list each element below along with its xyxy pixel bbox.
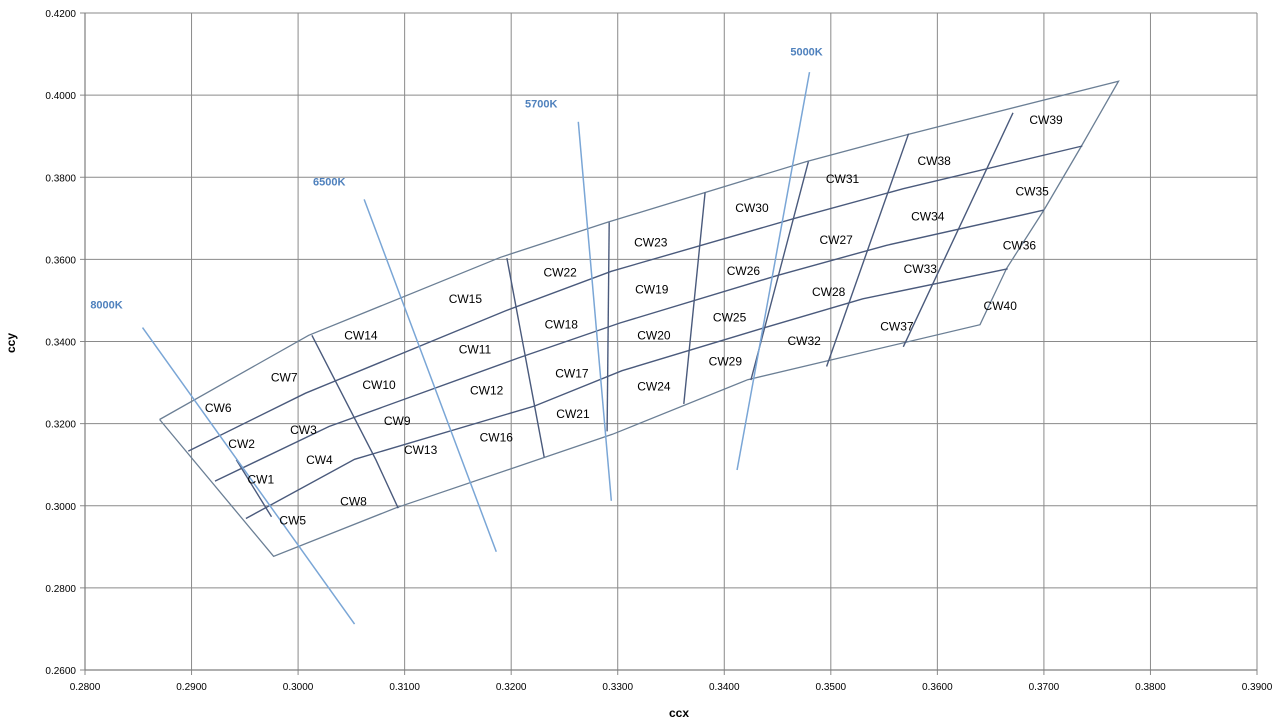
y-axis-ticks: 0.2600 0.2800 0.3000 0.3200 0.3400 0.3600 0.38… bbox=[45, 9, 76, 677]
bin-division-line bbox=[311, 334, 399, 509]
cct-label: 5700K bbox=[525, 98, 557, 110]
bin-division-line bbox=[902, 112, 1014, 348]
x-tick-label: 0.3500 bbox=[816, 682, 847, 693]
bin-label: CW10 bbox=[362, 378, 396, 392]
bin-label: CW9 bbox=[384, 414, 411, 428]
y-tick-label: 0.2800 bbox=[45, 584, 76, 595]
x-tick-label: 0.2900 bbox=[176, 682, 207, 693]
bin-label: CW38 bbox=[917, 154, 951, 168]
bin-label: CW29 bbox=[709, 355, 743, 369]
bin-outline bbox=[159, 80, 1120, 558]
cct-line bbox=[141, 327, 356, 625]
bin-label: CW13 bbox=[404, 443, 438, 457]
bin-label: CW5 bbox=[279, 514, 306, 528]
y-tick-label: 0.4200 bbox=[45, 9, 76, 20]
bin-label: CW24 bbox=[637, 379, 671, 393]
bin-label: CW17 bbox=[555, 367, 589, 381]
bin-inner-lines-layer bbox=[187, 112, 1083, 520]
y-tick-label: 0.4000 bbox=[45, 91, 76, 102]
cct-lines-layer: 8000K 6500K 5700K 5000K bbox=[90, 47, 823, 625]
x-tick-label: 0.3400 bbox=[709, 682, 740, 693]
bin-label: CW40 bbox=[984, 299, 1018, 313]
bin-label: CW19 bbox=[635, 282, 669, 296]
bin-label: CW1 bbox=[247, 472, 274, 486]
x-tick-label: 0.2800 bbox=[70, 682, 101, 693]
bin-division-line bbox=[506, 257, 545, 458]
x-tick-label: 0.3600 bbox=[922, 682, 953, 693]
bin-label: CW37 bbox=[880, 320, 914, 334]
cct-label: 5000K bbox=[790, 47, 822, 59]
bin-label: CW35 bbox=[1016, 185, 1050, 199]
bin-division-line bbox=[214, 209, 1045, 482]
bin-label: CW21 bbox=[556, 407, 590, 421]
gridlines bbox=[80, 12, 1258, 675]
x-axis-ticks: 0.2800 0.2900 0.3000 0.3100 0.3200 0.3300 0.34… bbox=[70, 682, 1273, 693]
y-tick-label: 0.3200 bbox=[45, 420, 76, 431]
x-tick-label: 0.3100 bbox=[389, 682, 420, 693]
cell-labels-layer: CW1 CW2 CW3 CW4 CW5 CW6 CW7 CW8 CW9 CW10 CW11 CW12 C… bbox=[205, 113, 1063, 527]
bin-division-line bbox=[606, 222, 610, 432]
bin-label: CW7 bbox=[271, 371, 298, 385]
bin-label: CW26 bbox=[727, 264, 761, 278]
bin-label: CW23 bbox=[634, 236, 668, 250]
bin-label: CW28 bbox=[812, 285, 846, 299]
bin-label: CW3 bbox=[290, 423, 317, 437]
y-tick-label: 0.3600 bbox=[45, 255, 76, 266]
bin-label: CW36 bbox=[1003, 238, 1037, 252]
cct-line bbox=[736, 71, 811, 471]
bin-label: CW4 bbox=[306, 453, 333, 467]
x-tick-label: 0.3000 bbox=[283, 682, 314, 693]
y-tick-label: 0.3800 bbox=[45, 173, 76, 184]
bin-division-line bbox=[235, 459, 273, 518]
y-tick-label: 0.2600 bbox=[45, 666, 76, 677]
bin-label: CW32 bbox=[788, 334, 822, 348]
bin-label: CW30 bbox=[735, 201, 769, 215]
bin-label: CW27 bbox=[819, 233, 853, 247]
y-tick-label: 0.3400 bbox=[45, 338, 76, 349]
bin-division-line bbox=[683, 192, 706, 404]
bin-division-line bbox=[825, 133, 910, 367]
bin-label: CW15 bbox=[449, 292, 483, 306]
x-tick-label: 0.3700 bbox=[1029, 682, 1060, 693]
bin-label: CW20 bbox=[637, 328, 671, 342]
x-tick-label: 0.3200 bbox=[496, 682, 527, 693]
bin-division-line bbox=[187, 145, 1083, 452]
bin-label: CW14 bbox=[344, 328, 378, 342]
y-tick-label: 0.3000 bbox=[45, 502, 76, 513]
bin-label: CW33 bbox=[904, 262, 938, 276]
bin-label: CW25 bbox=[713, 311, 747, 325]
bin-label: CW11 bbox=[459, 342, 492, 356]
cct-line bbox=[577, 121, 613, 501]
x-tick-label: 0.3800 bbox=[1135, 682, 1166, 693]
bin-label: CW31 bbox=[826, 172, 860, 186]
cct-line bbox=[363, 199, 497, 553]
bin-label: CW12 bbox=[470, 383, 504, 397]
bin-outline-layer bbox=[159, 80, 1120, 558]
x-axis-title: ccx bbox=[669, 706, 689, 720]
bin-label: CW39 bbox=[1029, 113, 1063, 127]
bin-label: CW34 bbox=[911, 209, 945, 223]
bin-label: CW22 bbox=[544, 266, 578, 280]
cct-label: 8000K bbox=[90, 300, 122, 312]
bin-division-line bbox=[245, 268, 1008, 520]
bin-label: CW16 bbox=[480, 431, 514, 445]
bin-label: CW2 bbox=[228, 437, 255, 451]
y-axis-title: ccy bbox=[4, 333, 18, 353]
bin-label: CW18 bbox=[545, 318, 579, 332]
bin-label: CW8 bbox=[340, 495, 367, 509]
x-tick-label: 0.3300 bbox=[602, 682, 633, 693]
bin-label: CW6 bbox=[205, 401, 232, 415]
x-tick-label: 0.3900 bbox=[1242, 682, 1273, 693]
cct-label: 6500K bbox=[313, 176, 345, 188]
